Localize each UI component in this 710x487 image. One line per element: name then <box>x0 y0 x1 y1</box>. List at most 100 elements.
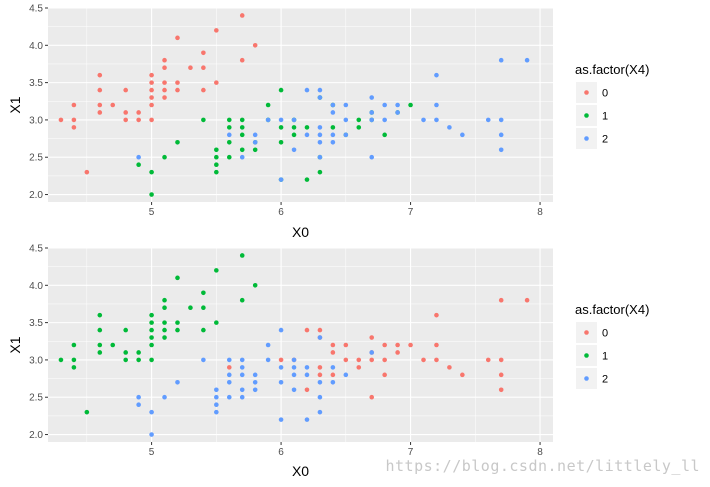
data-point <box>162 95 167 100</box>
y-tick-label: 3.5 <box>29 78 43 89</box>
data-point <box>239 57 245 63</box>
legend-title: as.factor(X4) <box>575 302 649 317</box>
data-point <box>252 132 258 138</box>
data-point <box>317 132 323 138</box>
data-point <box>110 102 116 108</box>
data-point <box>369 335 375 340</box>
series-2 <box>136 327 375 437</box>
data-point <box>252 380 258 385</box>
data-point <box>369 117 375 123</box>
data-point <box>343 372 349 378</box>
data-point <box>226 154 232 160</box>
data-point <box>214 268 219 273</box>
data-point <box>278 327 284 333</box>
legend-label-1: 1 <box>602 351 608 363</box>
x-tick-label: 7 <box>408 447 414 458</box>
data-point <box>149 342 154 348</box>
data-point <box>175 140 180 145</box>
data-point <box>317 95 323 100</box>
x-tick-label: 5 <box>149 447 155 458</box>
data-point <box>498 117 504 123</box>
legend: as.factor(X4) 0 1 2 <box>575 62 649 149</box>
data-point <box>175 320 180 325</box>
data-point <box>408 342 413 348</box>
data-point <box>304 387 310 393</box>
series-1 <box>58 253 258 415</box>
data-point <box>226 357 232 363</box>
y-tick-label: 4.0 <box>29 281 43 292</box>
data-point <box>382 372 387 378</box>
data-point <box>317 394 323 400</box>
data-point <box>317 140 323 145</box>
data-point <box>239 117 245 123</box>
data-point <box>201 305 206 310</box>
legend-key-0 <box>584 330 589 335</box>
data-point <box>97 72 103 78</box>
data-point <box>175 275 180 281</box>
data-point <box>239 132 245 138</box>
data-point <box>58 357 64 363</box>
data-point <box>369 154 375 160</box>
data-point <box>226 117 232 123</box>
data-point <box>214 162 219 167</box>
data-point <box>239 394 245 400</box>
data-point <box>136 110 141 115</box>
legend-title: as.factor(X4) <box>575 62 649 77</box>
data-point <box>239 365 245 370</box>
data-point <box>317 372 323 378</box>
y-tick-label: 2.5 <box>29 393 43 404</box>
data-point <box>136 402 141 407</box>
data-point <box>201 327 206 333</box>
data-point <box>226 125 232 130</box>
data-point <box>175 327 180 333</box>
data-point <box>201 50 206 56</box>
legend-key-1 <box>584 353 589 358</box>
data-point <box>201 87 206 93</box>
data-point <box>149 327 154 333</box>
data-point <box>175 35 180 41</box>
data-point <box>239 125 245 130</box>
data-point <box>201 290 206 296</box>
data-point <box>304 132 310 138</box>
data-point <box>97 327 103 333</box>
data-point <box>278 117 284 123</box>
data-point <box>214 387 219 393</box>
data-point <box>395 342 400 348</box>
data-point <box>343 102 349 108</box>
data-point <box>214 154 219 160</box>
data-point <box>278 125 284 130</box>
legend-label-1: 1 <box>602 111 608 123</box>
legend-key-1 <box>584 113 589 118</box>
data-point <box>317 380 323 385</box>
data-point <box>498 132 504 138</box>
data-point <box>330 110 336 115</box>
data-point <box>162 394 167 400</box>
data-point <box>395 350 400 355</box>
data-point <box>278 177 284 182</box>
data-point <box>149 169 154 175</box>
data-point <box>188 65 193 70</box>
data-point <box>304 327 310 333</box>
data-point <box>434 72 439 78</box>
data-point <box>71 357 77 363</box>
data-point <box>84 169 90 175</box>
y-tick-label: 3.0 <box>29 115 43 126</box>
legend-label-2: 2 <box>602 134 608 146</box>
data-point <box>252 372 258 378</box>
data-point <box>317 169 323 175</box>
series-2 <box>136 57 530 182</box>
data-point <box>214 409 219 415</box>
data-point <box>382 342 387 348</box>
data-point <box>162 320 167 325</box>
data-point <box>434 312 439 318</box>
x-axis-title: X0 <box>292 463 309 479</box>
data-point <box>498 57 504 63</box>
x-tick-label: 5 <box>149 207 155 218</box>
data-point <box>149 87 154 93</box>
data-point <box>304 365 310 370</box>
data-point <box>304 372 310 378</box>
data-point <box>330 102 336 108</box>
x-tick-label: 8 <box>537 207 543 218</box>
y-tick-label: 4.5 <box>29 244 43 255</box>
data-point <box>226 140 232 145</box>
